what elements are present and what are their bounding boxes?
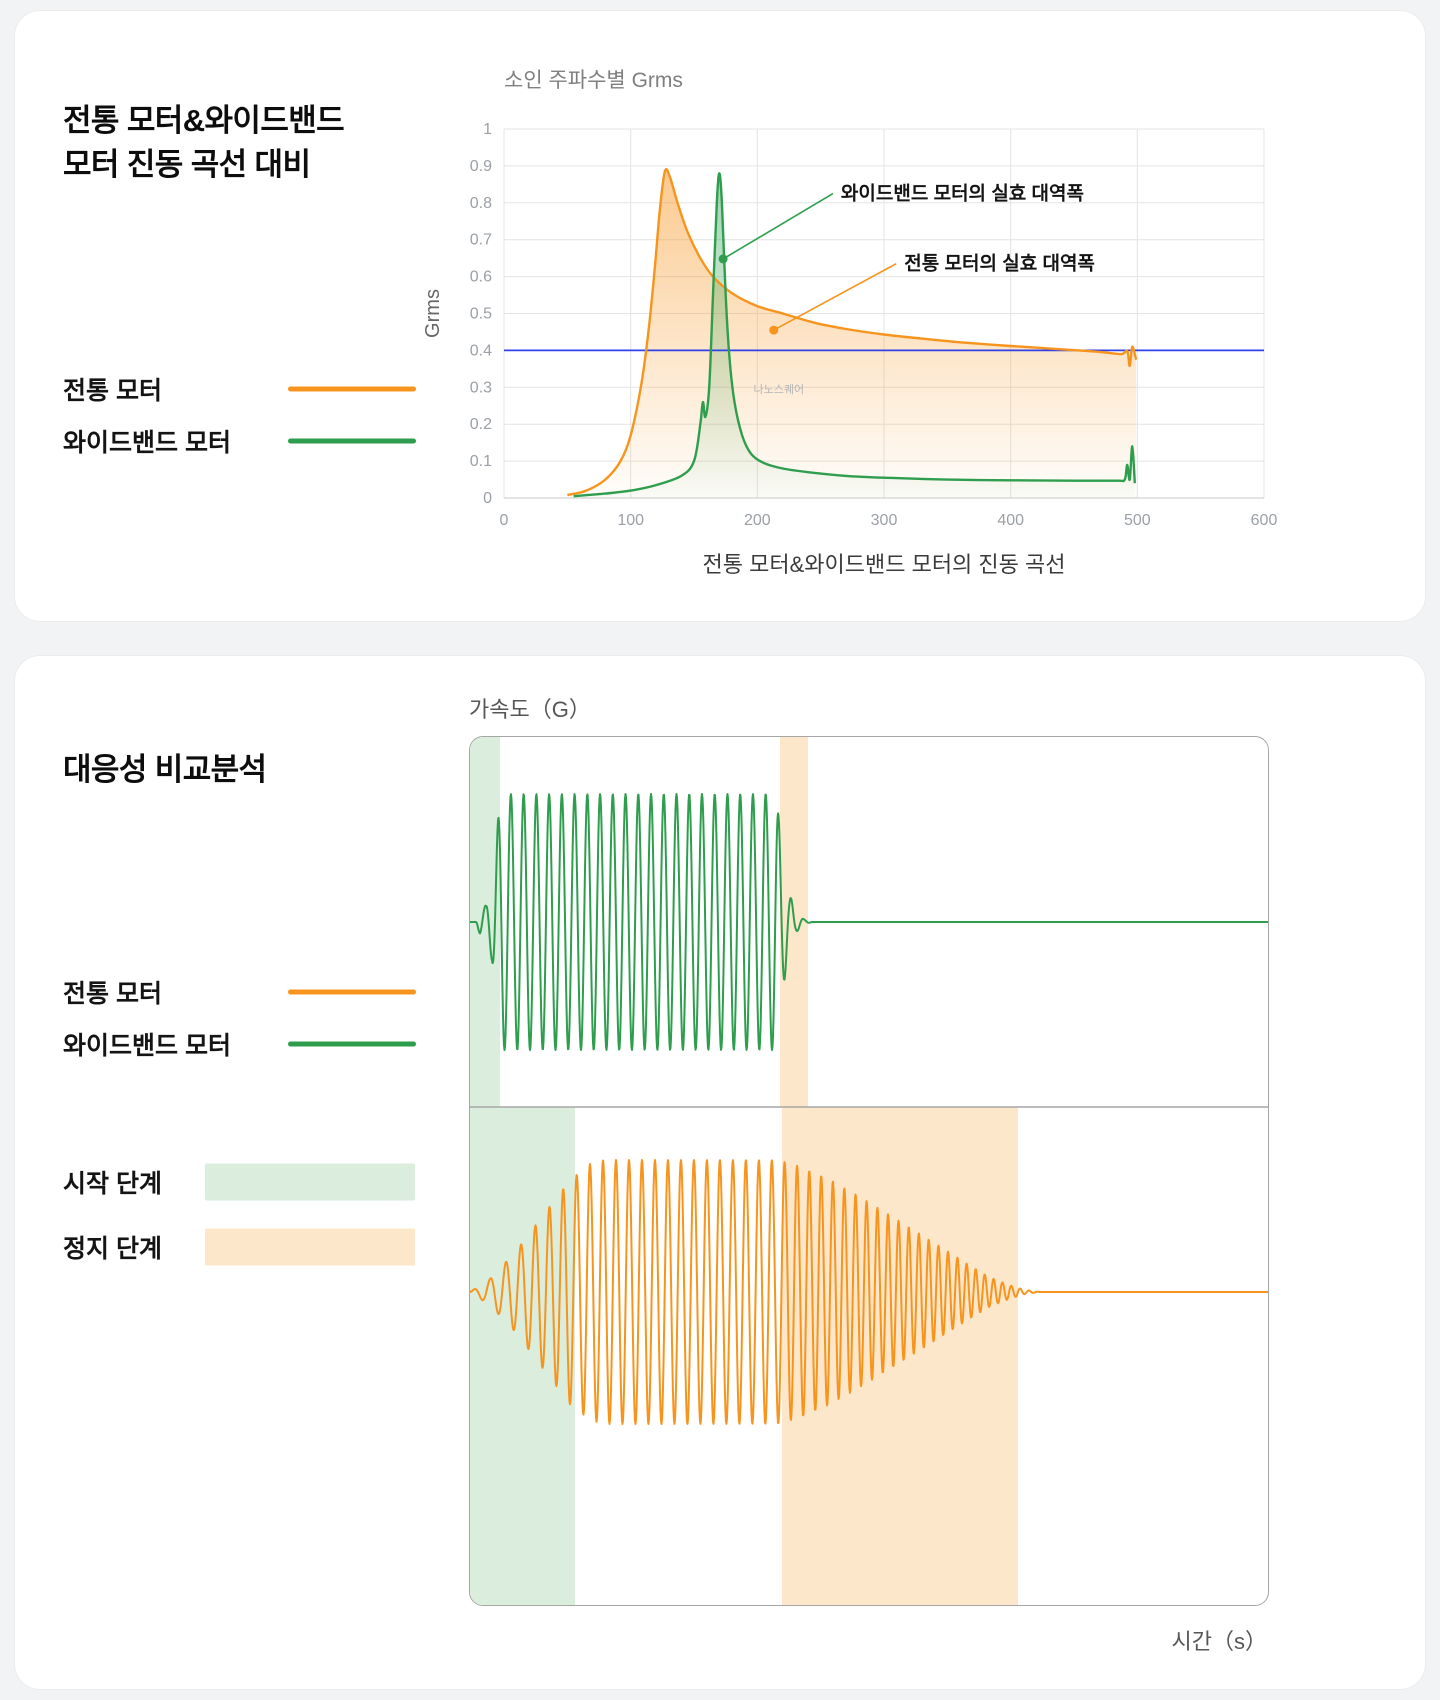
legend-label-wideband-motor: 와이드밴드 모터 [63, 1032, 231, 1060]
svg-text:500: 500 [1124, 512, 1151, 529]
svg-text:0.2: 0.2 [470, 416, 492, 433]
annotation-text: 와이드밴드 모터의 실효 대역폭 [841, 183, 1084, 205]
annotation-dot [718, 254, 728, 264]
annotation-traditional-bandwidth: 전통 모터의 실효 대역폭 [769, 253, 1095, 335]
legend-label-start-phase: 시작 단계 [63, 1170, 162, 1198]
wideband-motor-curve [573, 172, 1136, 498]
legend-swatch-stop-phase [205, 1228, 415, 1266]
panel1-title-line2: 모터 진동 곡선 대비 [63, 147, 311, 183]
svg-text:300: 300 [871, 512, 898, 529]
traditional-motor-curve [567, 168, 1138, 497]
svg-text:0.4: 0.4 [470, 342, 492, 359]
traditional-motor-area [567, 169, 1137, 498]
traditional-start-band [470, 1107, 575, 1605]
legend-swatch-start-phase [205, 1163, 415, 1201]
wideband-motor-waveform [470, 793, 1268, 1051]
panel1-title: 전통 모터&와이드밴드 모터 진동 곡선 대비 [63, 99, 345, 187]
legend-line-wideband-motor [288, 1041, 416, 1047]
svg-text:400: 400 [997, 512, 1024, 529]
grms-chart: 0 100 200 300 400 500 600 0 0.1 0.2 0.3 0.4 0.5 0.6 0.… [419, 61, 1379, 541]
card-responsiveness-analysis: 대응성 비교분석 전통 모터 와이드밴드 모터 시작 단계 정지 단계 가속도（… [14, 655, 1426, 1690]
svg-text:0.8: 0.8 [470, 195, 492, 212]
legend-label-wideband-motor: 와이드밴드 모터 [63, 429, 231, 457]
y-axis-label: Grms [422, 289, 444, 338]
legend-label-stop-phase: 정지 단계 [63, 1235, 162, 1263]
svg-text:1: 1 [483, 121, 492, 138]
legend-label-traditional-motor: 전통 모터 [63, 980, 162, 1008]
annotation-dot [769, 325, 779, 335]
svg-text:0: 0 [483, 490, 492, 507]
legend-line-wideband-motor [288, 438, 416, 444]
traditional-motor-waveform [470, 1159, 1268, 1425]
waveform-chart-svg [470, 737, 1268, 1605]
svg-text:0: 0 [500, 512, 509, 529]
legend-line-traditional-motor [288, 386, 416, 392]
svg-text:600: 600 [1251, 512, 1278, 529]
svg-text:200: 200 [744, 512, 771, 529]
wideband-motor-area [573, 173, 1135, 499]
svg-text:0.1: 0.1 [470, 453, 492, 470]
card-vibration-curve-comparison: 전통 모터&와이드밴드 모터 진동 곡선 대비 전통 모터 와이드밴드 모터 0… [14, 10, 1426, 622]
grms-chart-caption: 전통 모터&와이드밴드 모터의 진동 곡선 [702, 552, 1066, 577]
annotation-text: 전통 모터의 실효 대역폭 [904, 253, 1095, 275]
grms-chart-svg: 0 100 200 300 400 500 600 0 0.1 0.2 0.3 0.4 0.5 0.6 0.… [422, 69, 1278, 529]
legend-label-traditional-motor: 전통 모터 [63, 377, 162, 405]
svg-text:0.5: 0.5 [470, 306, 492, 323]
svg-text:0.7: 0.7 [470, 232, 492, 249]
tick-labels: 0 100 200 300 400 500 600 0 0.1 0.2 0.3 0.4 0.5 0.6 0.… [470, 121, 1278, 529]
acceleration-axis-label: 가속도（G） [469, 697, 591, 722]
svg-text:0.6: 0.6 [470, 269, 492, 286]
time-axis-label: 시간（s） [1171, 1629, 1267, 1654]
panel1-title-line1: 전통 모터&와이드밴드 [63, 103, 345, 138]
legend-line-traditional-motor [288, 989, 416, 995]
svg-text:100: 100 [617, 512, 644, 529]
panel2-title: 대응성 비교분석 [63, 752, 267, 787]
annotation-wideband-bandwidth: 와이드밴드 모터의 실효 대역폭 [718, 183, 1084, 264]
watermark: 나노스퀘어 [754, 383, 805, 396]
waveform-chart [469, 736, 1269, 1606]
svg-text:0.3: 0.3 [470, 379, 492, 396]
svg-text:0.9: 0.9 [470, 158, 492, 175]
chart-title: 소인 주파수별 Grms [504, 69, 683, 92]
